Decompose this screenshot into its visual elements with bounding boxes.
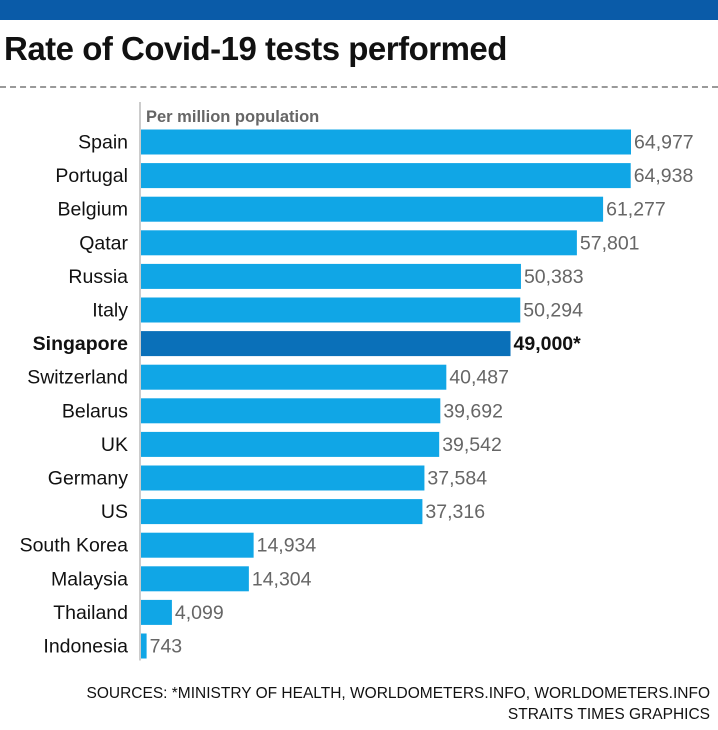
bar bbox=[141, 331, 511, 357]
category-label: Portugal bbox=[55, 165, 128, 187]
category-label: Spain bbox=[78, 132, 128, 154]
bar bbox=[141, 196, 604, 222]
bar bbox=[141, 398, 441, 424]
category-label: Singapore bbox=[33, 333, 129, 355]
category-label: Qatar bbox=[79, 232, 128, 254]
category-label: US bbox=[101, 501, 128, 523]
bar bbox=[141, 263, 521, 289]
bar bbox=[141, 297, 521, 323]
unit-label: Per million population bbox=[146, 108, 319, 126]
graphics-credit: STRAITS TIMES GRAPHICS bbox=[507, 706, 710, 723]
value-label: 50,383 bbox=[524, 266, 584, 288]
value-label: 40,487 bbox=[449, 367, 509, 389]
category-label: Indonesia bbox=[43, 636, 128, 658]
bar bbox=[141, 230, 577, 256]
category-label: Switzerland bbox=[27, 367, 128, 389]
category-label: Italy bbox=[92, 300, 128, 322]
category-label: Malaysia bbox=[51, 568, 128, 590]
value-label: 37,316 bbox=[425, 501, 485, 523]
bar bbox=[141, 566, 249, 592]
top-color-bar bbox=[0, 0, 718, 20]
dashed-divider bbox=[0, 86, 718, 88]
sources-note: SOURCES: *MINISTRY OF HEALTH, WORLDOMETE… bbox=[86, 685, 711, 702]
value-label: 4,099 bbox=[175, 602, 224, 624]
value-label: 14,934 bbox=[257, 535, 317, 557]
value-label: 743 bbox=[150, 636, 183, 658]
category-label: Russia bbox=[68, 266, 128, 288]
value-label: 61,277 bbox=[606, 199, 666, 221]
value-label: 37,584 bbox=[427, 468, 487, 490]
value-label: 57,801 bbox=[580, 232, 640, 254]
bar bbox=[141, 163, 631, 189]
value-label: 39,542 bbox=[442, 434, 502, 456]
value-label: 64,977 bbox=[634, 132, 694, 154]
bar bbox=[141, 599, 172, 625]
value-label: 39,692 bbox=[443, 400, 503, 422]
bar bbox=[141, 364, 447, 390]
bar-chart: Per million population Spain 64,977 Portuga… bbox=[20, 102, 694, 661]
category-label: South Korea bbox=[20, 535, 129, 557]
bar bbox=[141, 633, 147, 659]
category-label: Belarus bbox=[62, 400, 128, 422]
bar bbox=[141, 465, 425, 491]
chart-title: Rate of Covid-19 tests performed bbox=[4, 30, 507, 67]
bar bbox=[141, 532, 254, 558]
category-label: Germany bbox=[48, 468, 128, 490]
bar bbox=[141, 431, 440, 457]
category-label: Thailand bbox=[53, 602, 128, 624]
bar bbox=[141, 499, 423, 525]
category-label: Belgium bbox=[58, 199, 128, 221]
value-label: 64,938 bbox=[634, 165, 694, 187]
category-label: UK bbox=[101, 434, 128, 456]
bar bbox=[141, 129, 631, 155]
value-label: 14,304 bbox=[252, 568, 312, 590]
value-label: 49,000* bbox=[514, 333, 582, 355]
value-label: 50,294 bbox=[523, 300, 583, 322]
